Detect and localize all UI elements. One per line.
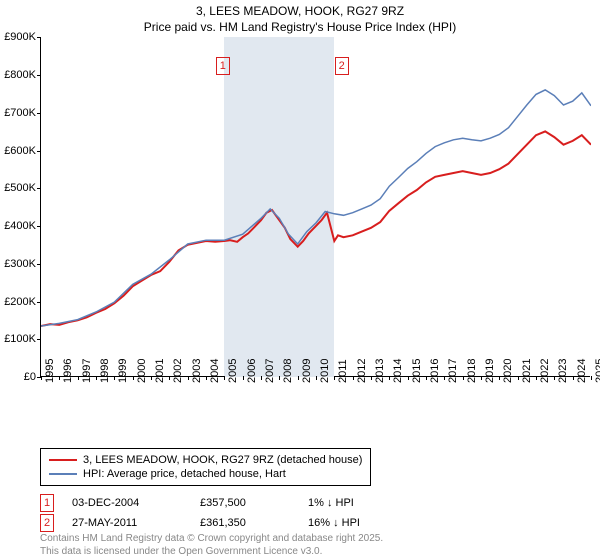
legend-item-price-paid: 3, LEES MEADOW, HOOK, RG27 9RZ (detached… [49,453,362,467]
x-tick-label: 2013 [374,359,386,383]
y-tick-label: £500K [4,182,36,194]
x-tick-label: 2005 [227,359,239,383]
legend-item-hpi: HPI: Average price, detached house, Hart [49,467,362,481]
footer: Contains HM Land Registry data © Crown c… [40,533,383,558]
footer-line-2: This data is licensed under the Open Gov… [40,546,383,559]
chart-lines [41,37,591,377]
x-tick-label: 2019 [484,359,496,383]
x-tick-label: 2003 [191,359,203,383]
x-tick-label: 2017 [447,359,459,383]
plot-area: 12 [40,37,590,377]
x-tick-label: 1999 [117,359,129,383]
x-tick-label: 2014 [392,359,404,383]
sale-row-2: 2 27-MAY-2011 £361,350 16% ↓ HPI [40,514,360,532]
y-tick-label: £900K [4,31,36,43]
x-tick-label: 2018 [466,359,478,383]
x-tick-label: 1998 [99,359,111,383]
sale-marker: 1 [40,494,54,512]
sale-date: 27-MAY-2011 [72,517,182,529]
x-tick-label: 2010 [319,359,331,383]
x-tick-label: 2022 [539,359,551,383]
y-tick-label: £200K [4,296,36,308]
sale-delta: 16% ↓ HPI [308,517,360,529]
plot-wrap: 12 £0£100K£200K£300K£400K£500K£600K£700K… [40,37,590,407]
sale-row-1: 1 03-DEC-2004 £357,500 1% ↓ HPI [40,494,354,512]
sale-date: 03-DEC-2004 [72,497,182,509]
plot-sale-marker: 2 [335,57,349,75]
x-tick-label: 1997 [81,359,93,383]
series-hpi [41,90,591,326]
x-tick-label: 2016 [429,359,441,383]
y-tick-label: £400K [4,220,36,232]
chart-container: 3, LEES MEADOW, HOOK, RG27 9RZ Price pai… [0,0,600,560]
title-line-1: 3, LEES MEADOW, HOOK, RG27 9RZ [0,4,600,20]
x-tick-label: 2007 [264,359,276,383]
x-tick-label: 2001 [154,359,166,383]
x-tick-label: 2024 [576,359,588,383]
legend-swatch [49,459,77,461]
plot-sale-marker: 1 [216,57,230,75]
legend-label: HPI: Average price, detached house, Hart [83,468,286,480]
y-tick-label: £300K [4,258,36,270]
sale-price: £357,500 [200,497,290,509]
x-tick-label: 2020 [502,359,514,383]
x-tick-label: 2009 [301,359,313,383]
sale-price: £361,350 [200,517,290,529]
x-tick-label: 1995 [44,359,56,383]
legend: 3, LEES MEADOW, HOOK, RG27 9RZ (detached… [40,448,371,486]
y-tick-label: £700K [4,107,36,119]
x-tick-label: 2015 [411,359,423,383]
x-tick-label: 2021 [521,359,533,383]
x-tick-label: 2011 [337,360,349,384]
legend-label: 3, LEES MEADOW, HOOK, RG27 9RZ (detached… [83,454,362,466]
x-tick-label: 2000 [136,359,148,383]
x-tick-label: 2025 [594,359,600,383]
y-tick-label: £600K [4,145,36,157]
title-line-2: Price paid vs. HM Land Registry's House … [0,20,600,36]
series-price_paid [41,132,591,327]
y-tick-label: £800K [4,69,36,81]
footer-line-1: Contains HM Land Registry data © Crown c… [40,533,383,546]
x-tick-label: 2012 [356,359,368,383]
sale-marker: 2 [40,514,54,532]
x-tick-label: 1996 [62,359,74,383]
x-tick-label: 2023 [557,359,569,383]
chart-title: 3, LEES MEADOW, HOOK, RG27 9RZ Price pai… [0,0,600,37]
x-tick-label: 2002 [172,359,184,383]
x-tick-label: 2004 [209,359,221,383]
x-tick-label: 2006 [246,359,258,383]
y-tick-label: £100K [4,333,36,345]
y-tick-label: £0 [24,371,36,383]
legend-swatch [49,473,77,475]
x-tick-label: 2008 [282,359,294,383]
sale-delta: 1% ↓ HPI [308,497,354,509]
